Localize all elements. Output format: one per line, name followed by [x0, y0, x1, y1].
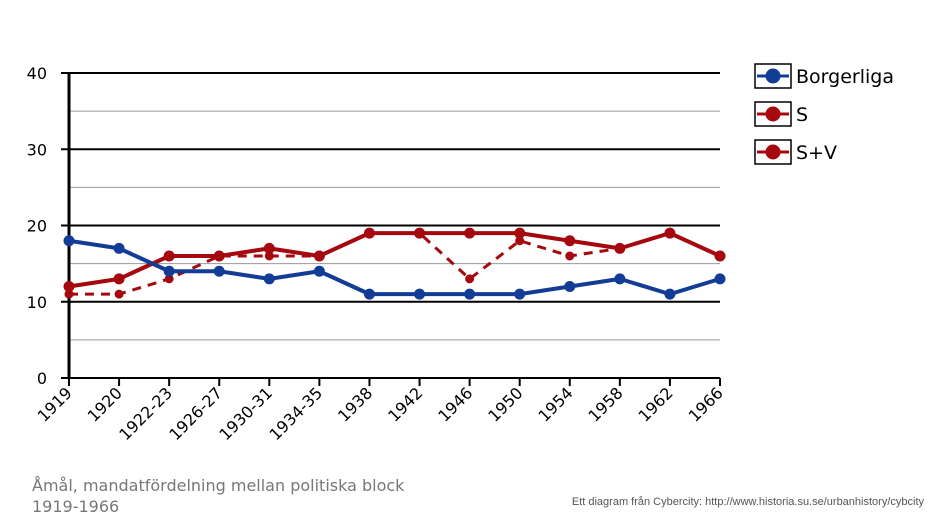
data-point-s-v — [163, 250, 175, 262]
series-line-borgerliga — [68, 238, 721, 297]
data-point-s — [164, 274, 174, 284]
data-point-borgerliga — [464, 288, 476, 300]
axes — [67, 73, 720, 379]
data-point-s — [264, 251, 274, 261]
y-tick-label: 0 — [37, 369, 47, 388]
data-point-s — [214, 251, 224, 261]
data-point-s — [64, 289, 74, 299]
x-tick-label: 1946 — [434, 383, 476, 425]
x-tick-label: 1926-27 — [165, 383, 226, 444]
data-point-s-v — [113, 273, 125, 285]
x-tick-label: 1922-23 — [115, 383, 176, 444]
legend-label: Borgerliga — [796, 66, 894, 88]
y-tick-label: 40 — [27, 64, 47, 83]
chart-credit: Ett diagram från Cybercity: http://www.h… — [571, 496, 924, 508]
data-point-s-v — [514, 227, 526, 239]
x-tick-label: 1920 — [84, 383, 126, 425]
data-point-s — [615, 243, 625, 253]
data-point-s-v — [263, 242, 275, 254]
x-tick-label: 1954 — [534, 383, 576, 425]
y-tick-label: 30 — [27, 140, 47, 159]
data-point-borgerliga — [614, 273, 626, 285]
x-tick-label: 1962 — [635, 383, 677, 425]
data-point-borgerliga — [714, 273, 726, 285]
series-layer — [63, 227, 726, 300]
data-point-s-v — [63, 281, 75, 292]
data-point-s — [465, 274, 475, 284]
legend-label: S — [796, 104, 808, 126]
x-tick-label: 1934-35 — [266, 383, 327, 444]
data-point-s-v — [564, 235, 576, 247]
x-tick-label: 1950 — [484, 383, 526, 425]
data-point-borgerliga — [363, 288, 375, 300]
data-point-borgerliga — [113, 242, 125, 254]
x-tick-label: 1938 — [334, 383, 376, 425]
data-point-borgerliga — [163, 265, 175, 277]
grid — [69, 72, 720, 341]
series-borgerliga — [63, 235, 726, 300]
legend-swatch-marker — [765, 144, 781, 160]
x-tick-label: 1958 — [584, 383, 626, 425]
data-point-borgerliga — [664, 288, 676, 300]
x-tick-label: 1919 — [34, 383, 76, 425]
x-tick-label: 1930-31 — [215, 383, 276, 444]
data-point-borgerliga — [514, 288, 526, 300]
data-point-borgerliga — [63, 235, 75, 247]
x-tick-label: 1966 — [685, 383, 727, 425]
data-point-s — [715, 251, 725, 261]
legend: Borgerliga S S+V — [754, 63, 894, 165]
data-point-borgerliga — [213, 265, 225, 277]
series-s — [64, 228, 725, 299]
data-point-borgerliga — [414, 288, 426, 300]
legend-swatch-marker — [765, 106, 781, 122]
data-point-s — [665, 228, 675, 238]
y-tick-label: 20 — [27, 217, 47, 236]
chart-title: Åmål, mandatfördelning mellan politiska … — [32, 476, 405, 516]
legend-swatch-marker — [765, 68, 781, 84]
legend-item-s: S — [754, 101, 808, 127]
data-point-borgerliga — [564, 281, 576, 292]
data-point-s — [114, 289, 124, 299]
data-point-s — [415, 228, 425, 238]
data-point-s — [515, 236, 525, 246]
data-point-s-v — [464, 227, 476, 239]
y-tick-label: 10 — [27, 293, 47, 312]
data-point-s — [565, 251, 575, 261]
data-point-s — [364, 228, 374, 238]
x-tick-label: 1942 — [384, 383, 426, 425]
series-line-s — [69, 231, 721, 296]
data-point-s — [314, 251, 324, 261]
y-axis-ticks: 0 10 20 30 40 — [27, 64, 69, 388]
data-point-borgerliga — [263, 273, 275, 285]
legend-item-s-v: S+V — [754, 139, 837, 165]
legend-item-borgerliga: Borgerliga — [754, 63, 894, 89]
data-point-borgerliga — [313, 265, 325, 277]
legend-label: S+V — [796, 142, 837, 164]
